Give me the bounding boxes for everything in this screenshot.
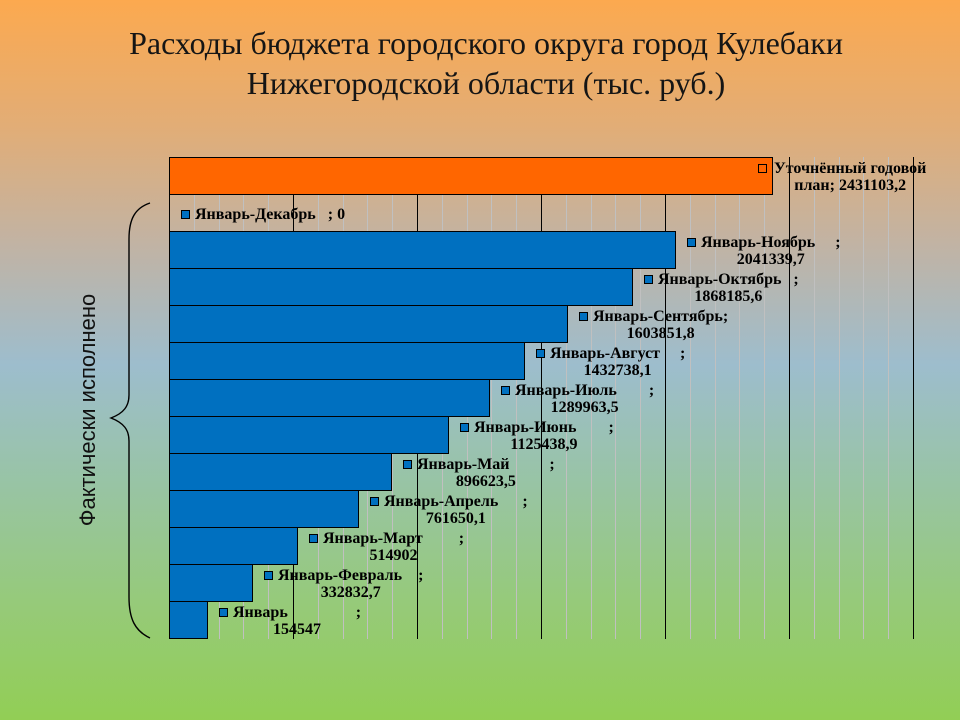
- slide-title-line2: Нижегородской области (тыс. руб.): [246, 65, 726, 101]
- gridline-minor: [491, 157, 492, 639]
- bar-fact: [169, 379, 490, 417]
- bar-fact: [169, 416, 449, 454]
- data-label: Январь ; 154547: [233, 604, 362, 638]
- left-brace-icon: [109, 202, 151, 639]
- data-label: Январь-Декабрь ; 0: [195, 206, 346, 223]
- data-label: Январь-Август ; 1432738,1: [550, 345, 686, 379]
- gridline-minor: [690, 157, 691, 639]
- gridline-minor: [814, 157, 815, 639]
- series-key-icon: [758, 164, 767, 173]
- bar-fact: [169, 527, 298, 565]
- bar-fact: [169, 231, 676, 269]
- gridline-minor: [615, 157, 616, 639]
- series-key-icon: [181, 210, 190, 219]
- bar-fact: [169, 342, 525, 380]
- bar-fact: [169, 564, 253, 602]
- data-label: Январь-Сентябрь; 1603851,8: [593, 308, 729, 342]
- bar-fact: [169, 453, 392, 491]
- data-label: Январь-Июль ; 1289963,5: [515, 382, 655, 416]
- gridline-minor: [839, 157, 840, 639]
- gridline-minor: [566, 157, 567, 639]
- series-key-icon: [403, 460, 412, 469]
- gridline-minor: [640, 157, 641, 639]
- data-label: Январь-Май ; 896623,5: [417, 456, 555, 490]
- gridline-minor: [764, 157, 765, 639]
- series-key-icon: [370, 497, 379, 506]
- series-key-icon: [644, 275, 653, 284]
- series-key-icon: [579, 312, 588, 321]
- gridline-major: [913, 157, 914, 639]
- bar-fact: [169, 601, 208, 639]
- gridline-minor: [516, 157, 517, 639]
- gridline-minor: [715, 157, 716, 639]
- data-label: Январь-Июнь ; 1125438,9: [474, 419, 614, 453]
- series-key-icon: [687, 238, 696, 247]
- gridline-minor: [739, 157, 740, 639]
- data-label: Уточнённый годовой план; 2431103,2: [774, 160, 927, 194]
- gridline-major: [665, 157, 666, 639]
- series-key-icon: [309, 534, 318, 543]
- data-label: Январь-Ноябрь ; 2041339,7: [701, 234, 841, 268]
- side-axis-label: Фактически исполнено: [75, 293, 100, 527]
- gridline-minor: [888, 157, 889, 639]
- gridline-major: [541, 157, 542, 639]
- gridline-major: [789, 157, 790, 639]
- bar-fact: [169, 305, 568, 343]
- series-key-icon: [536, 349, 545, 358]
- bar-fact: [169, 268, 633, 306]
- gridline-minor: [591, 157, 592, 639]
- data-label: Январь-Апрель ; 761650,1: [384, 493, 528, 527]
- series-key-icon: [219, 608, 228, 617]
- data-label: Январь-Март ; 514902: [323, 530, 465, 564]
- bar-plan: [169, 157, 773, 195]
- bar-fact: [169, 490, 359, 528]
- slide-title-line1: Расходы бюджета городского округа город …: [129, 25, 843, 61]
- data-label: Январь-Октябрь ; 1868185,6: [658, 271, 799, 305]
- series-key-icon: [264, 571, 273, 580]
- chart-plot-area: Уточнённый годовой план; 2431103,2 Январь-…: [169, 157, 960, 639]
- series-key-icon: [501, 386, 510, 395]
- gridline-minor: [863, 157, 864, 639]
- series-key-icon: [460, 423, 469, 432]
- data-label: Январь-Февраль ; 332832,7: [278, 567, 424, 601]
- slide-title: Расходы бюджета городского округа город …: [12, 23, 960, 103]
